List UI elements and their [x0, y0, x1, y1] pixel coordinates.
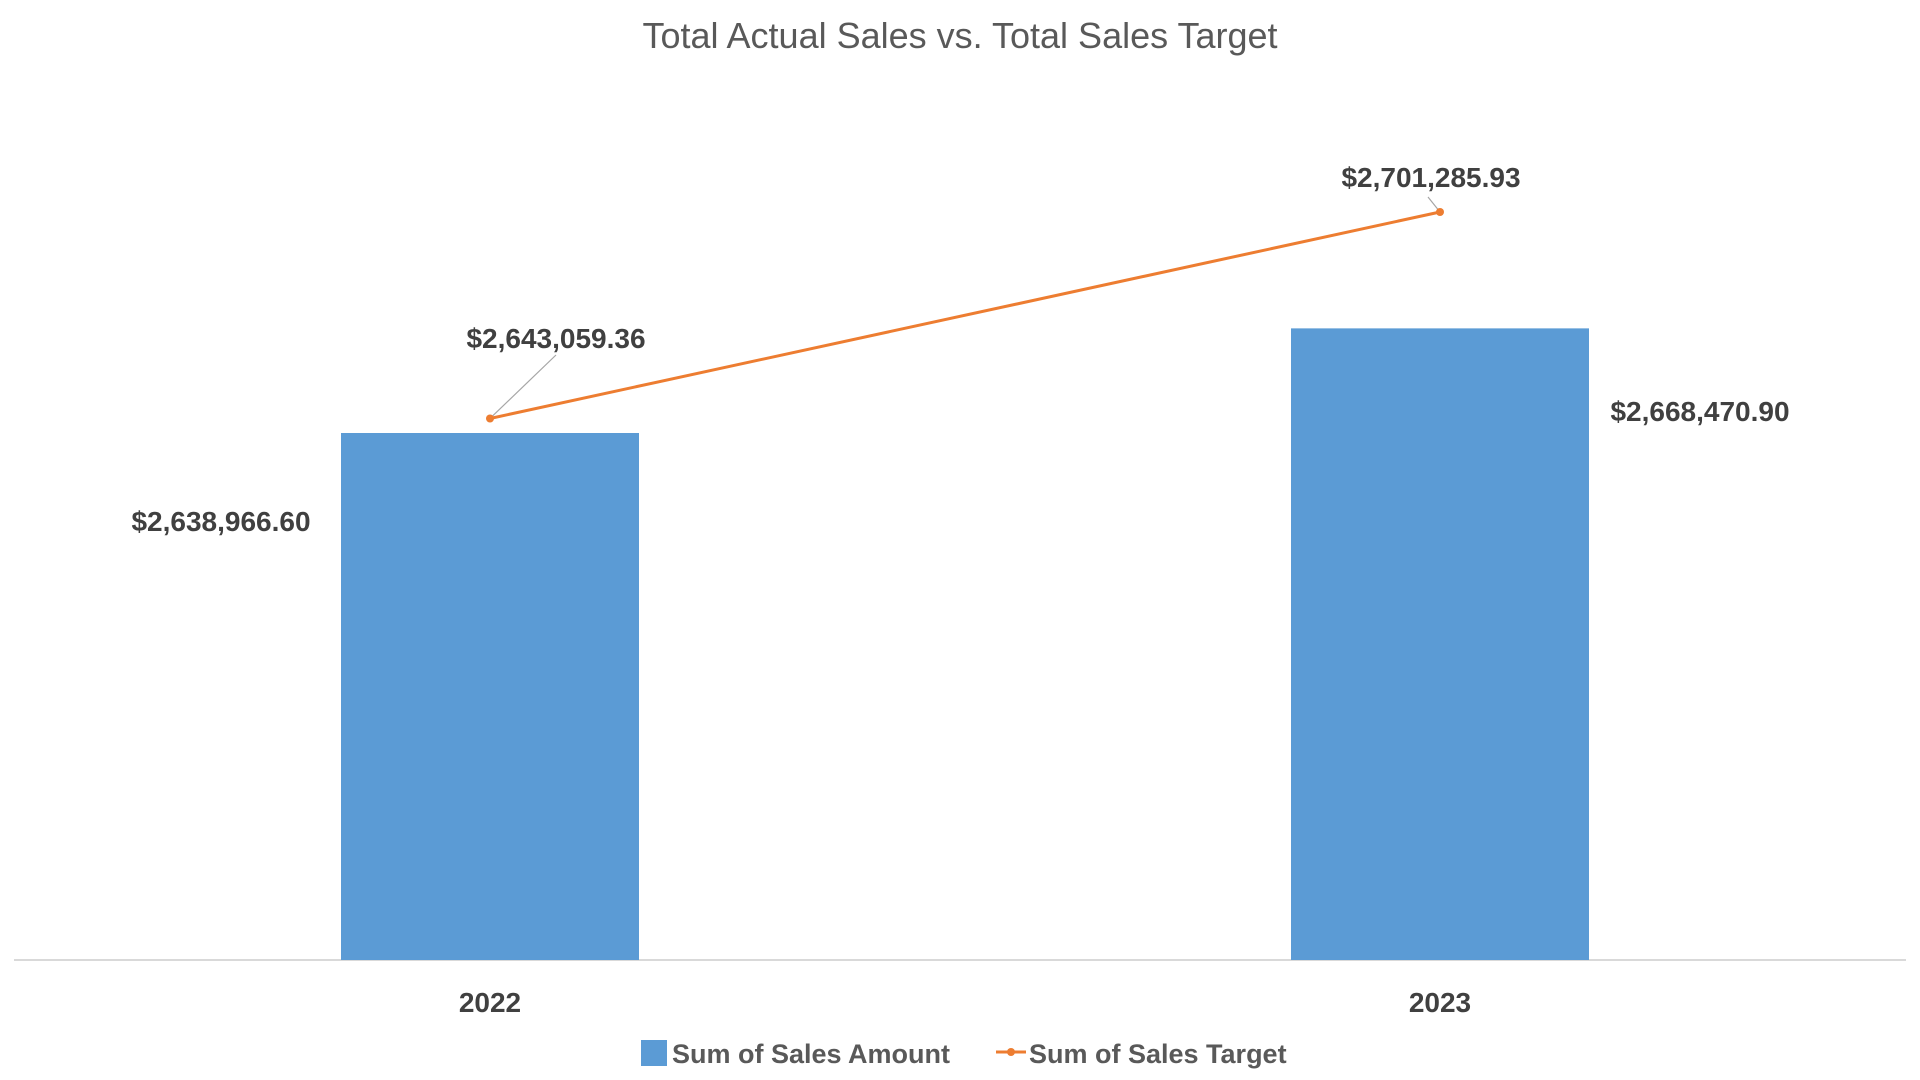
- bars-layer: [341, 328, 1589, 960]
- data-label-sales-target-2023: $2,701,285.93: [1341, 162, 1520, 193]
- line-sales-target: [489, 210, 1441, 420]
- data-label-sales-target-2022: $2,643,059.36: [466, 323, 645, 354]
- point-sales-target-2022: [486, 414, 494, 423]
- bar-sales-amount-2023: [1291, 328, 1589, 960]
- legend-swatch-sales-amount: [641, 1040, 667, 1066]
- point-sales-target-2023: [1436, 208, 1444, 216]
- x-tick-labels-layer: 2022 2023: [459, 987, 1471, 1018]
- chart-title: Total Actual Sales vs. Total Sales Targe…: [642, 15, 1277, 56]
- legend-label-sales-target: Sum of Sales Target: [1029, 1039, 1287, 1069]
- legend-label-sales-amount: Sum of Sales Amount: [672, 1039, 950, 1069]
- legend-marker-sales-target: [1007, 1048, 1015, 1056]
- data-label-sales-amount-2023: $2,668,470.90: [1610, 396, 1789, 427]
- data-labels-layer: $2,638,966.60 $2,668,470.90 $2,643,059.36 $…: [131, 162, 1789, 537]
- target-line-layer: [486, 208, 1444, 423]
- legend: Sum of Sales Amount Sum of Sales Target: [641, 1039, 1287, 1069]
- leader-line-target-2022: [489, 354, 557, 419]
- x-tick-label-2023: 2023: [1409, 987, 1471, 1018]
- bar-sales-amount-2022: [341, 433, 639, 960]
- x-tick-label-2022: 2022: [459, 987, 521, 1018]
- data-label-sales-amount-2022: $2,638,966.60: [131, 506, 310, 537]
